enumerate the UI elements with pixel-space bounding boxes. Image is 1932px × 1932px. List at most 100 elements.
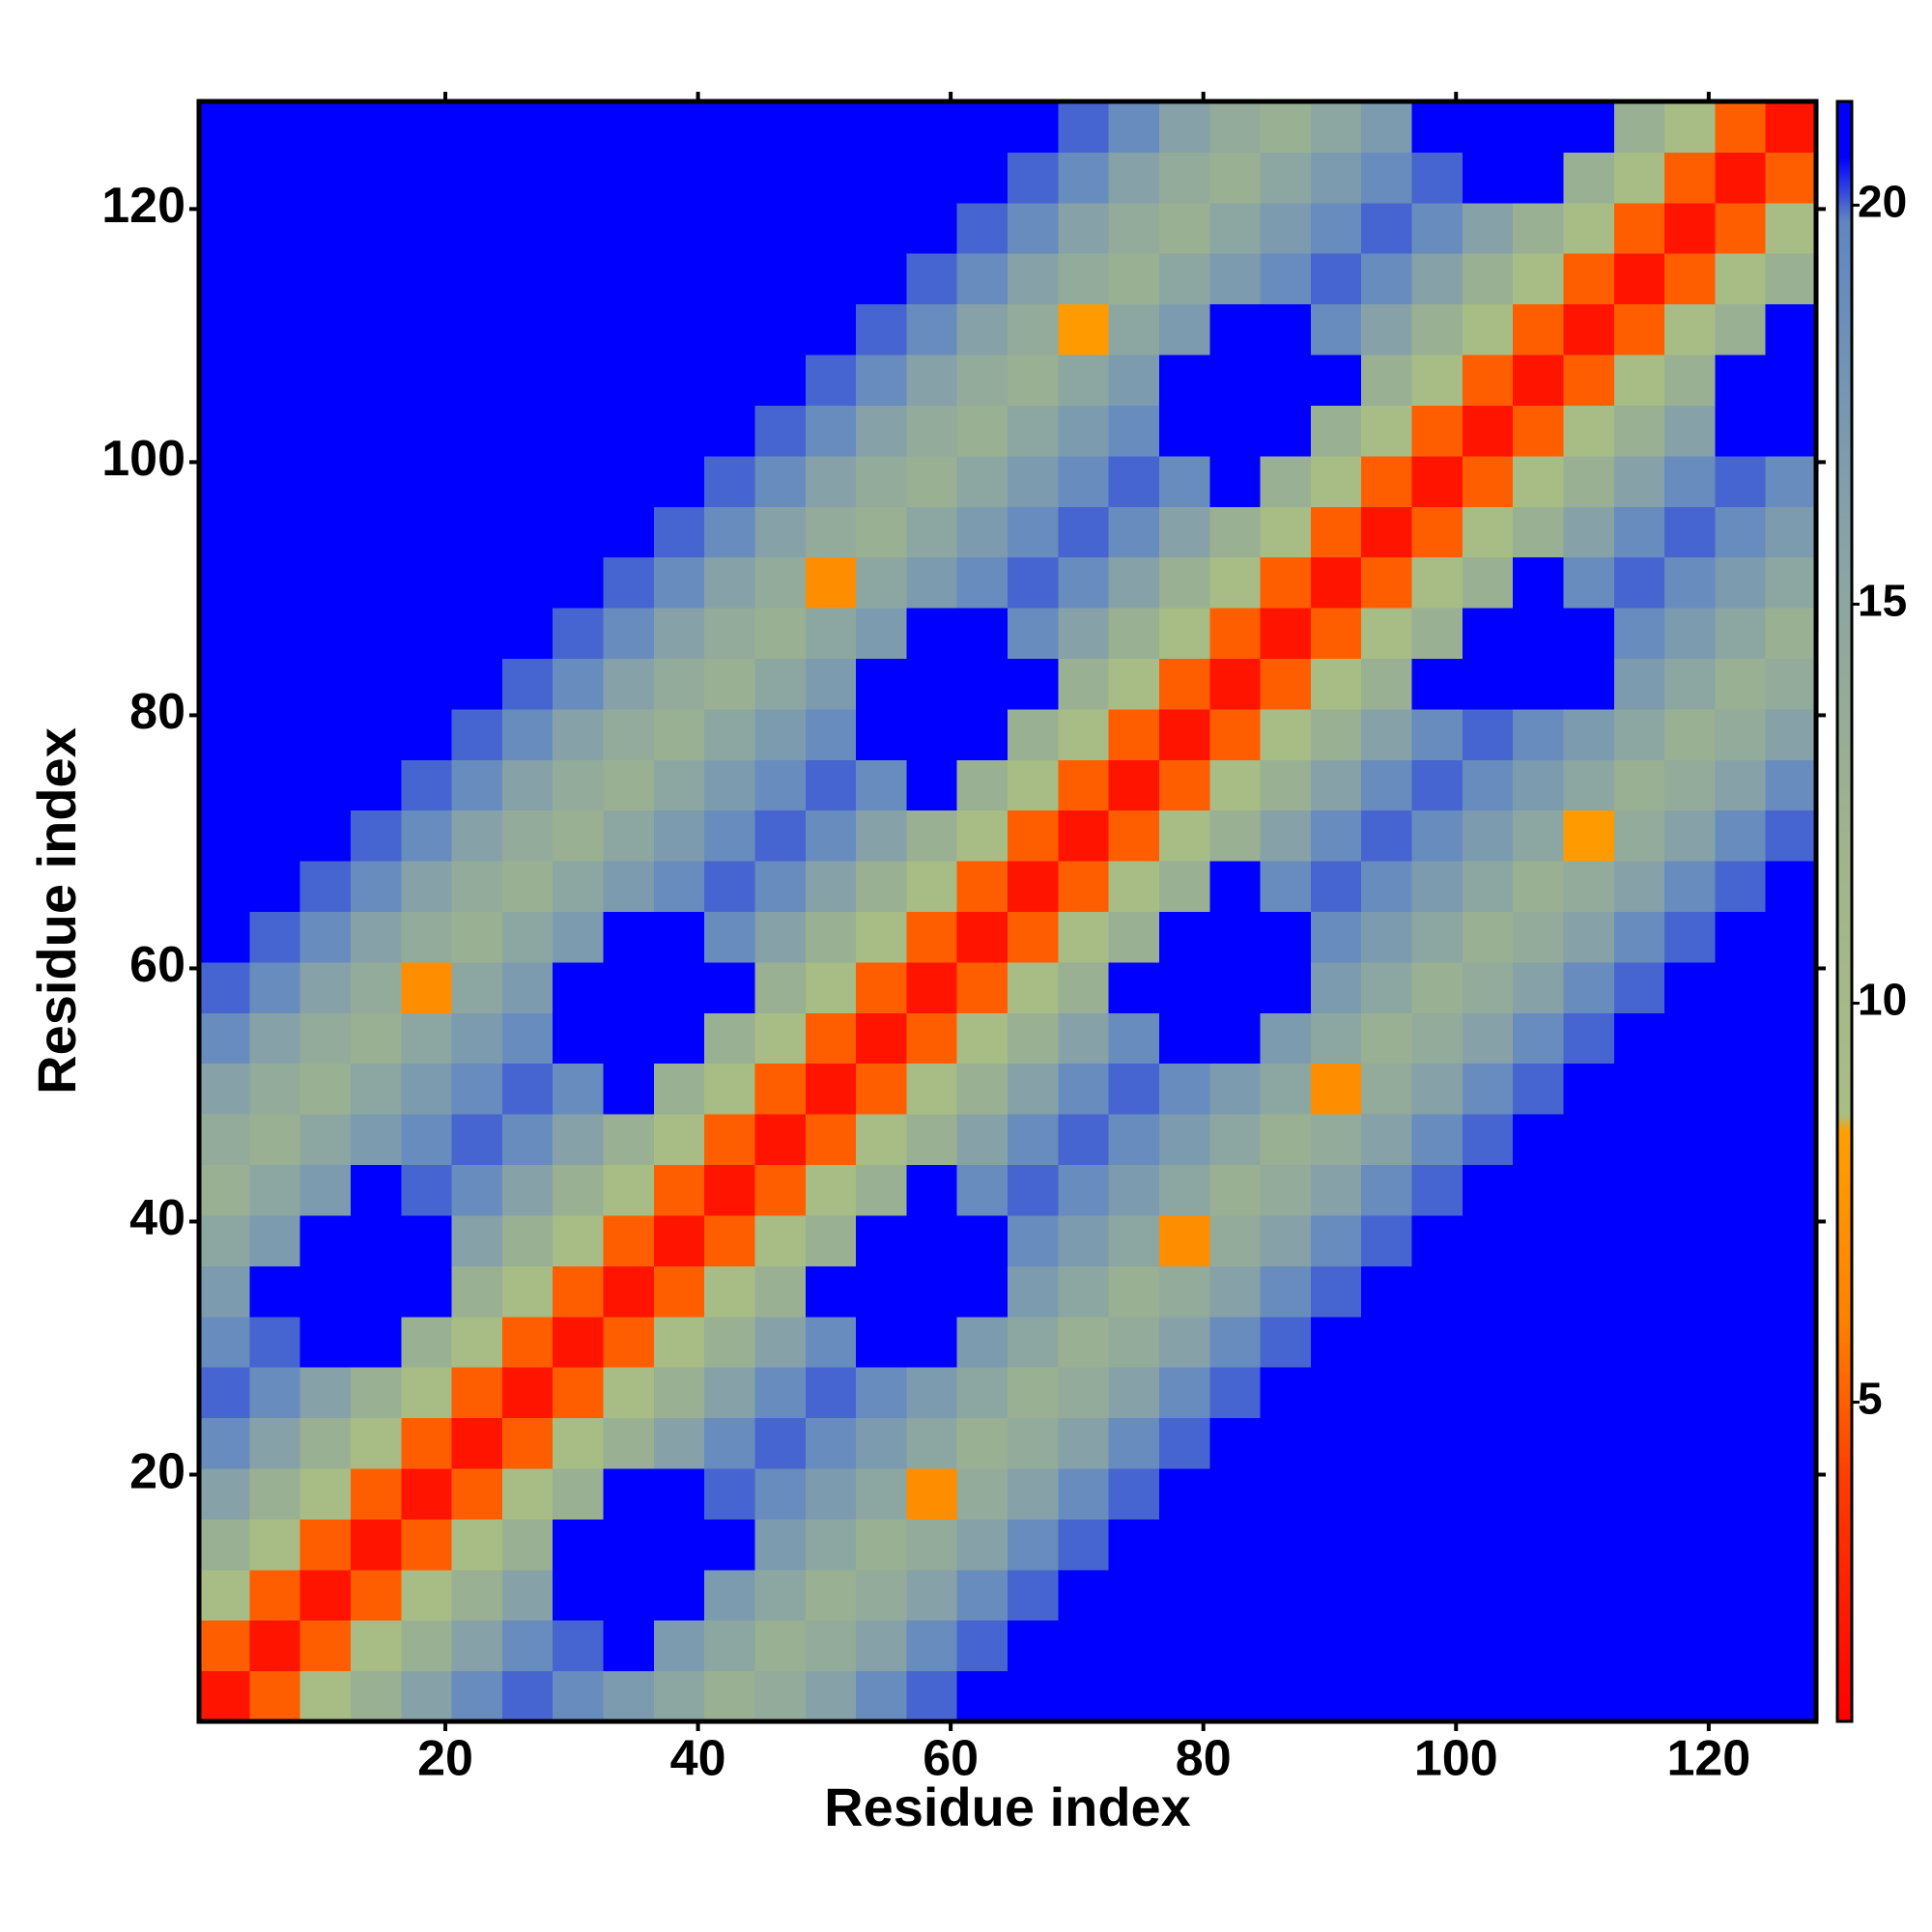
heatmap-cell: [1158, 1417, 1210, 1469]
heatmap-cell: [1715, 101, 1767, 153]
heatmap-cell: [1462, 759, 1514, 811]
heatmap-cell: [1058, 608, 1110, 659]
heatmap-cell: [1260, 861, 1312, 912]
heatmap-cell: [1462, 101, 1514, 153]
heatmap-cell: [1260, 1620, 1312, 1672]
heatmap-cell: [501, 911, 554, 963]
heatmap-cell: [1361, 355, 1412, 406]
heatmap-cell: [1715, 1569, 1767, 1621]
heatmap-cell: [451, 1114, 503, 1166]
heatmap-cell: [501, 202, 554, 254]
heatmap-cell: [1361, 1417, 1412, 1469]
heatmap-cell: [1260, 1114, 1312, 1166]
heatmap-cell: [1361, 101, 1412, 153]
heatmap-cell: [199, 1316, 250, 1368]
heatmap-cell: [653, 961, 705, 1013]
heatmap-cell: [1411, 1114, 1463, 1166]
heatmap-cell: [805, 911, 857, 963]
heatmap-cell: [501, 1164, 554, 1216]
heatmap-cell: [501, 1214, 554, 1266]
heatmap-cell: [1462, 1519, 1514, 1571]
heatmap-cell: [199, 1620, 250, 1672]
heatmap-cell: [1664, 1417, 1716, 1469]
heatmap-cell: [1664, 1114, 1716, 1166]
heatmap-cell: [1158, 1316, 1210, 1368]
heatmap-cell: [553, 101, 604, 153]
heatmap-cell: [199, 1417, 250, 1469]
heatmap-cell: [1209, 759, 1262, 811]
heatmap-cell: [401, 1012, 453, 1065]
heatmap-cell: [501, 152, 554, 204]
heatmap-cell: [1664, 810, 1716, 862]
heatmap-cell: [906, 303, 958, 355]
heatmap-cell: [754, 1467, 807, 1520]
x-axis-title: Residue index: [824, 1776, 1191, 1837]
heatmap-cell: [906, 1316, 958, 1368]
heatmap-cell: [856, 1164, 907, 1216]
heatmap-cell: [754, 961, 807, 1013]
heatmap-cell: [1260, 1417, 1312, 1469]
heatmap-cell: [1310, 708, 1362, 760]
heatmap-cell: [553, 152, 604, 204]
heatmap-cell: [350, 1367, 402, 1419]
heatmap-cell: [1108, 961, 1160, 1013]
heatmap-cell: [805, 1316, 857, 1368]
heatmap-cell: [1008, 1164, 1059, 1216]
heatmap-cell: [1260, 1467, 1312, 1520]
heatmap-cell: [1361, 658, 1412, 710]
heatmap-cell: [199, 608, 250, 659]
heatmap-cell: [1411, 1620, 1463, 1672]
heatmap-cell: [1513, 455, 1564, 507]
heatmap-cell: [1613, 1012, 1665, 1065]
heatmap-cell: [653, 1467, 705, 1520]
heatmap-cell: [350, 1316, 402, 1368]
heatmap-cell: [805, 556, 857, 609]
heatmap-cell: [1158, 202, 1210, 254]
heatmap-cell: [451, 405, 503, 457]
heatmap-cell: [956, 1214, 1009, 1266]
heatmap-cell: [299, 455, 352, 507]
heatmap-cell: [1108, 455, 1160, 507]
heatmap-cell: [805, 1519, 857, 1571]
heatmap-cell: [1008, 911, 1059, 963]
heatmap-cell: [1664, 405, 1716, 457]
heatmap-cell: [401, 405, 453, 457]
heatmap-cell: [754, 1367, 807, 1419]
heatmap-cell: [553, 506, 604, 558]
heatmap-cell: [1563, 355, 1615, 406]
heatmap-cell: [1108, 1670, 1160, 1722]
colorbar-tick-label: 10: [1858, 975, 1907, 1025]
heatmap-cell: [1361, 1569, 1412, 1621]
heatmap-cell: [401, 152, 453, 204]
heatmap-cell: [1310, 1114, 1362, 1166]
heatmap-cell: [754, 1164, 807, 1216]
heatmap-cell: [350, 152, 402, 204]
heatmap-cell: [1613, 506, 1665, 558]
heatmap-cell: [1513, 355, 1564, 406]
heatmap-cell: [805, 1114, 857, 1166]
heatmap-cell: [1513, 1063, 1564, 1115]
heatmap-cell: [1008, 1467, 1059, 1520]
heatmap-cell: [956, 861, 1009, 912]
heatmap-cell: [754, 556, 807, 609]
heatmap-cell: [1310, 911, 1362, 963]
heatmap-cell: [956, 1519, 1009, 1571]
heatmap-cell: [299, 1569, 352, 1621]
heatmap-cell: [1310, 303, 1362, 355]
heatmap-cell: [805, 1214, 857, 1266]
heatmap-cell: [451, 810, 503, 862]
heatmap-cell: [501, 1012, 554, 1065]
heatmap-cell: [1260, 1670, 1312, 1722]
heatmap-cell: [906, 405, 958, 457]
heatmap-cell: [553, 1670, 604, 1722]
heatmap-cell: [401, 253, 453, 305]
heatmap-cell: [1765, 506, 1817, 558]
heatmap-cell: [1310, 1316, 1362, 1368]
heatmap-cell: [1563, 861, 1615, 912]
heatmap-cell: [299, 1012, 352, 1065]
heatmap-cell: [299, 405, 352, 457]
heatmap-cell: [906, 1114, 958, 1166]
heatmap-cell: [1664, 1164, 1716, 1216]
heatmap-cell: [1411, 708, 1463, 760]
heatmap-cell: [401, 355, 453, 406]
